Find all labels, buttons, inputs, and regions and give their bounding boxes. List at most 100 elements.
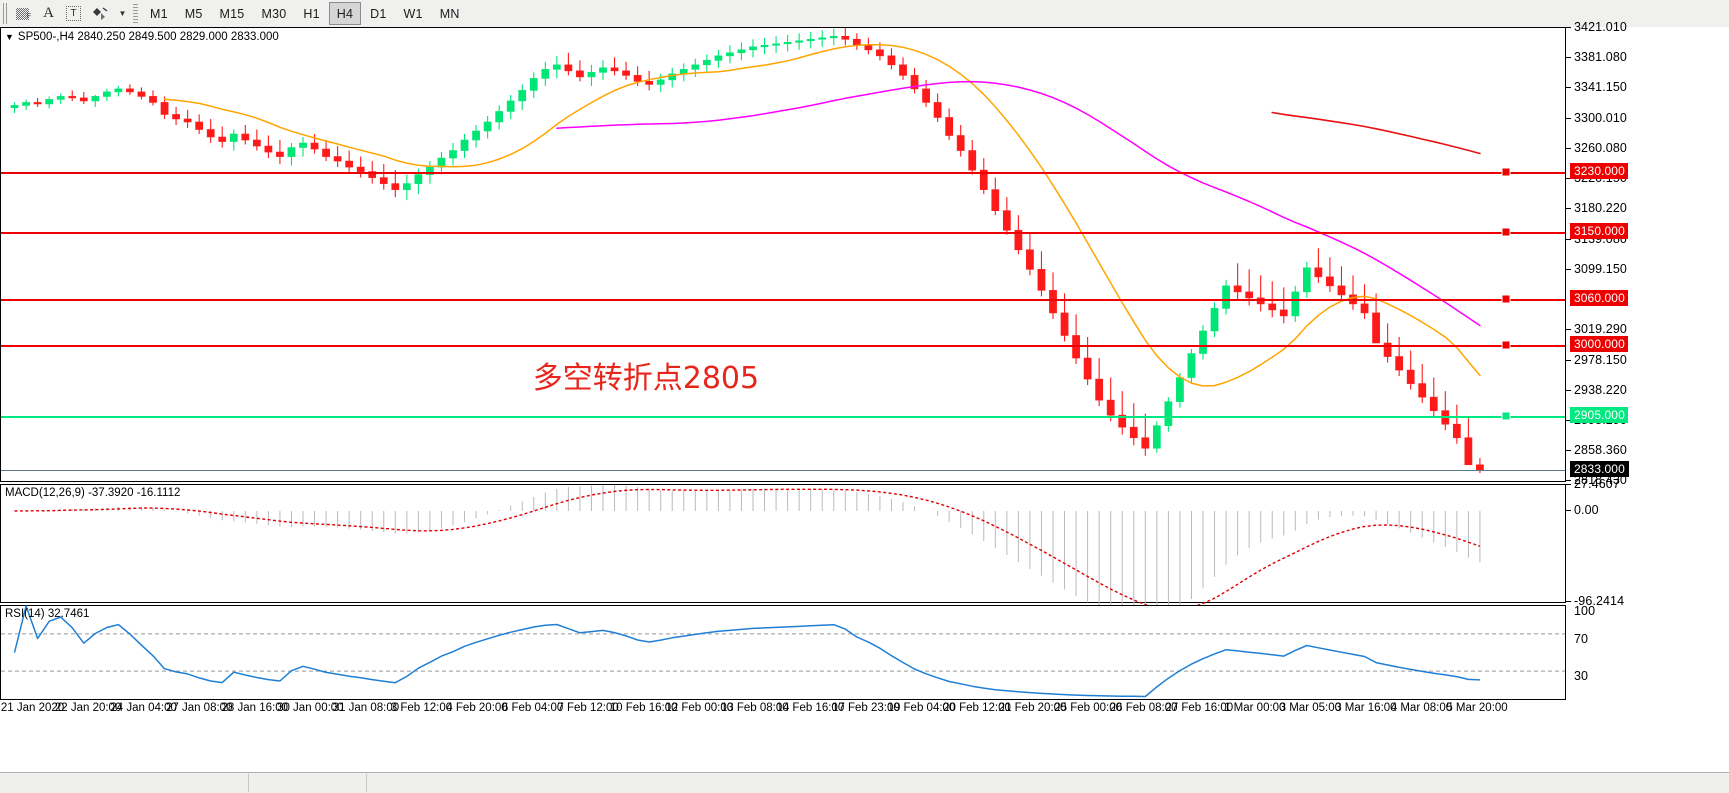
symbol-header-text: SP500-,H4 2840.250 2849.500 2829.000 283… (17, 31, 279, 43)
level-price-tag-3060-000[interactable]: 3060.000 (1570, 290, 1628, 307)
price-tick-label: 3019.290 (1574, 322, 1627, 336)
axis-tick (1566, 449, 1571, 451)
macd-title: MACD(12,26,9) -37.3920 -16.1112 (5, 487, 181, 499)
level-anchor[interactable] (1501, 340, 1511, 349)
main-toolbar: F A T ▼ M1 M5 M15 M30 H1 H4 D1 W1 MN (0, 0, 1729, 28)
timeframe-button-d1[interactable]: D1 (370, 6, 387, 21)
chart-annotation: 多空转折点2805 (532, 360, 760, 396)
axis-tick (1566, 147, 1571, 149)
timeframe-group-drag-handle[interactable] (133, 3, 138, 24)
price-tick-label: 3381.080 (1574, 50, 1627, 65)
macd-scale-label: -96.2414 (1574, 594, 1625, 608)
rsi-scale-label: 70 (1574, 631, 1589, 646)
macd-series (14, 484, 1481, 624)
time-tick-label: 1 Mar 00:00 (1224, 702, 1286, 714)
timeframe-button-m15[interactable]: M15 (219, 6, 245, 21)
time-tick-label: 21 Feb 20:00 (998, 702, 1067, 714)
timeframe-button-group: M1 M5 M15 M30 H1 H4 D1 W1 MN (142, 2, 468, 25)
status-cell-1 (0, 774, 249, 792)
axis-tick (1566, 178, 1571, 179)
rsi-scale-label: 100 (1574, 604, 1596, 618)
time-tick-label: 14 Feb 16:00 (776, 702, 845, 714)
rsi-title: RSI(14) 32.7461 (5, 608, 90, 620)
level-anchor[interactable] (1501, 167, 1511, 177)
status-cell-2 (249, 774, 367, 792)
macd-scale-label: 27.4607 (1574, 477, 1620, 491)
level-anchor[interactable] (1501, 411, 1511, 421)
level-line-3150-000[interactable] (1, 231, 1565, 234)
time-tick-label: 27 Jan 08:00 (165, 702, 233, 714)
axis-tick (1566, 329, 1571, 330)
timeframe-button-mn[interactable]: MN (439, 6, 460, 21)
axis-tick (1566, 238, 1571, 240)
axis-tick (1566, 87, 1571, 89)
axis-tick (1566, 419, 1571, 421)
axis-tick (1566, 57, 1571, 59)
axis-tick (1566, 480, 1571, 481)
level-line-3060-000[interactable] (1, 299, 1565, 302)
price-axis[interactable]: 3421.010 3381.080 3341.150 3300.010 3260.080… (1566, 20, 1729, 700)
time-tick-label: 3 Feb 12:00 (390, 702, 453, 714)
symbol-header: ▼ SP500-,H4 2840.250 2849.500 2829.000 2… (5, 31, 279, 43)
timeframe-button-h4[interactable]: H4 (328, 2, 362, 25)
time-tick-label: 4 Mar 08:00 (1390, 702, 1453, 714)
timeframe-button-m30[interactable]: M30 (261, 6, 287, 21)
current-price-line (1, 470, 1565, 472)
axis-tick (1566, 601, 1571, 602)
shapes-dropdown-caret-icon[interactable]: ▼ (118, 9, 127, 18)
shapes-icon[interactable] (86, 2, 114, 26)
timeframe-button-m5[interactable]: M5 (184, 6, 203, 21)
level-anchor[interactable] (1501, 294, 1511, 304)
chart-frame: ▼ SP500-,H4 2840.250 2849.500 2829.000 2… (0, 20, 1729, 793)
macd-pane[interactable]: MACD(12,26,9) -37.3920 -16.1112 (0, 484, 1566, 624)
level-price-tag-2905-000[interactable]: 2905.000 (1570, 406, 1628, 423)
time-tick-label: 26 Feb 08:00 (1109, 702, 1178, 714)
axis-tick (1566, 27, 1571, 28)
rsi-pane[interactable]: RSI(14) 32.7461 (0, 605, 1566, 700)
price-tick-label: 2938.220 (1574, 382, 1627, 397)
time-tick-label: 3 Mar 16:00 (1335, 702, 1397, 714)
price-pane[interactable]: ▼ SP500-,H4 2840.250 2849.500 2829.000 2… (0, 27, 1566, 482)
time-tick-label: 3 Mar 05:00 (1279, 702, 1342, 714)
level-line-2905-000[interactable] (1, 415, 1565, 418)
time-tick-label: 24 Jan 04:00 (110, 702, 177, 714)
timeframe-button-h1[interactable]: H1 (303, 6, 320, 21)
axis-tick (1566, 509, 1571, 511)
timeframe-button-m1[interactable]: M1 (150, 6, 168, 21)
time-axis: 21 Jan 2020 22 Jan 20:00 24 Jan 04:00 27 Ja… (0, 700, 1566, 720)
level-price-tag-3230-000[interactable]: 3230.000 (1570, 162, 1628, 179)
price-tick-label: 3421.010 (1574, 20, 1627, 34)
timeframe-button-w1[interactable]: W1 (403, 6, 423, 21)
time-tick-label: 28 Jan 16:00 (221, 702, 289, 714)
axis-tick (1566, 484, 1571, 485)
status-cell-3 (367, 774, 1729, 792)
price-tick-label: 3300.010 (1574, 110, 1627, 125)
axis-tick (1566, 389, 1571, 391)
toolbar-drag-handle[interactable] (3, 3, 9, 24)
time-tick-label: 25 Feb 00:00 (1054, 702, 1122, 714)
level-line-3230-000[interactable] (1, 171, 1565, 174)
time-tick-label: 27 Feb 16:00 (1165, 702, 1234, 714)
current-price-tag: 2833.000 (1570, 461, 1629, 478)
crosshair-grid-icon[interactable]: F (11, 2, 36, 26)
price-tick-label: 2978.150 (1574, 352, 1627, 367)
price-tick-label: 3260.080 (1574, 140, 1627, 155)
time-tick-label: 17 Feb 23:00 (831, 702, 900, 714)
text-box-icon[interactable]: T (61, 2, 86, 26)
time-tick-label: 12 Feb 00:00 (665, 702, 734, 714)
collapse-caret-icon[interactable]: ▼ (5, 32, 14, 42)
price-tick-label: 3341.150 (1574, 80, 1627, 95)
level-anchor[interactable] (1501, 227, 1511, 237)
time-tick-label: 10 Feb 16:00 (609, 702, 678, 714)
level-price-tag-3000-000[interactable]: 3000.000 (1570, 335, 1628, 352)
time-tick-label: 7 Feb 12:00 (557, 702, 619, 714)
level-line-3000-000[interactable] (1, 344, 1565, 347)
axis-tick (1566, 268, 1571, 270)
candlestick-series (10, 28, 1484, 474)
level-price-tag-3150-000[interactable]: 3150.000 (1570, 222, 1628, 239)
price-tick-label: 3099.150 (1574, 261, 1627, 276)
time-tick-label: 4 Feb 20:00 (446, 702, 508, 714)
time-tick-label: 13 Feb 08:00 (720, 702, 789, 714)
text-label-icon[interactable]: A (43, 5, 54, 21)
